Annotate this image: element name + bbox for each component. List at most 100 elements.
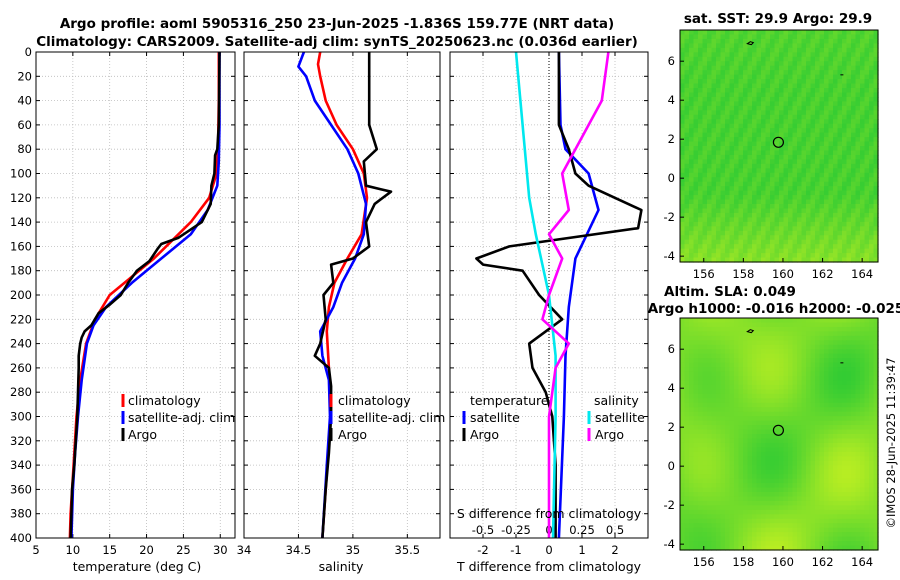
heat-cell: [869, 420, 875, 426]
heat-cell: [765, 128, 771, 134]
heat-cell: [855, 416, 861, 422]
heat-cell: [774, 380, 780, 386]
heat-cell: [752, 335, 758, 341]
heat-cell: [806, 402, 812, 408]
heat-cell: [855, 460, 861, 466]
x-tick-label: 156: [693, 555, 715, 569]
heat-cell: [752, 322, 758, 328]
heat-cell: [819, 70, 825, 76]
heat-cell: [702, 384, 708, 390]
heat-cell: [860, 496, 866, 502]
heat-cell: [842, 141, 848, 147]
heat-cell: [792, 132, 798, 138]
heat-cell: [734, 487, 740, 493]
heat-cell: [743, 376, 749, 382]
heat-cell: [756, 110, 762, 116]
heat-cell: [846, 358, 852, 364]
heat-cell: [833, 52, 839, 58]
heat-cell: [693, 335, 699, 341]
heat-cell: [846, 456, 852, 462]
heat-cell: [810, 132, 816, 138]
heat-cell: [707, 376, 713, 382]
heat-cell: [716, 474, 722, 480]
heat-cell: [765, 402, 771, 408]
heat-cell: [711, 190, 717, 196]
heat-cell: [756, 483, 762, 489]
heat-cell: [810, 159, 816, 165]
heat-cell: [756, 335, 762, 341]
heat-cell: [792, 190, 798, 196]
heat-cell: [693, 79, 699, 85]
heat-cell: [819, 65, 825, 71]
heat-cell: [761, 527, 767, 533]
heat-cell: [738, 141, 744, 147]
heat-cell: [819, 257, 825, 263]
heat-cell: [761, 331, 767, 337]
heat-cell: [797, 47, 803, 53]
heat-cell: [720, 380, 726, 386]
heat-cell: [815, 248, 821, 254]
heat-cell: [743, 186, 749, 192]
heat-cell: [743, 208, 749, 214]
heat-cell: [860, 371, 866, 377]
heat-cell: [842, 257, 848, 263]
heat-cell: [779, 474, 785, 480]
heat-cell: [869, 367, 875, 373]
heat-cell: [828, 420, 834, 426]
heat-cell: [806, 429, 812, 435]
heat-cell: [860, 509, 866, 515]
heat-cell: [864, 195, 870, 201]
heat-cell: [702, 257, 708, 263]
heat-cell: [873, 123, 879, 129]
heat-cell: [743, 447, 749, 453]
heat-cell: [734, 442, 740, 448]
heat-cell: [833, 483, 839, 489]
heat-cell: [842, 376, 848, 382]
heat-cell: [788, 367, 794, 373]
heat-cell: [806, 244, 812, 250]
heat-cell: [711, 230, 717, 236]
heat-cell: [828, 61, 834, 67]
heat-cell: [801, 527, 807, 533]
heat-cell: [819, 235, 825, 241]
heat-cell: [788, 398, 794, 404]
heat-cell: [788, 226, 794, 232]
heat-cell: [743, 221, 749, 227]
heat-cell: [855, 253, 861, 259]
heat-cell: [770, 407, 776, 413]
heat-cell: [819, 123, 825, 129]
heat-cell: [806, 154, 812, 160]
heat-cell: [855, 492, 861, 498]
heat-cell: [833, 326, 839, 332]
heat-cell: [729, 340, 735, 346]
heat-cell: [788, 221, 794, 227]
heat-cell: [770, 168, 776, 174]
heat-cell: [689, 61, 695, 67]
heat-cell: [680, 545, 686, 551]
heat-cell: [684, 335, 690, 341]
heat-cell: [702, 411, 708, 417]
heat-cell: [855, 500, 861, 506]
heat-cell: [734, 119, 740, 125]
heat-cell: [770, 376, 776, 382]
heat-cell: [833, 137, 839, 143]
heat-cell: [846, 451, 852, 457]
heat-cell: [761, 518, 767, 524]
heat-cell: [698, 204, 704, 210]
heat-cell: [698, 88, 704, 94]
heat-cell: [797, 451, 803, 457]
heat-cell: [833, 358, 839, 364]
heat-cell: [720, 456, 726, 462]
heat-cell: [810, 230, 816, 236]
heat-cell: [833, 74, 839, 80]
heat-cell: [833, 43, 839, 49]
heat-cell: [779, 456, 785, 462]
heat-cell: [729, 217, 735, 223]
heat-cell: [734, 154, 740, 160]
heat-cell: [828, 137, 834, 143]
heat-cell: [824, 349, 830, 355]
heat-cell: [765, 150, 771, 156]
heat-cell: [806, 212, 812, 218]
heat-cell: [693, 434, 699, 440]
heat-cell: [842, 335, 848, 341]
